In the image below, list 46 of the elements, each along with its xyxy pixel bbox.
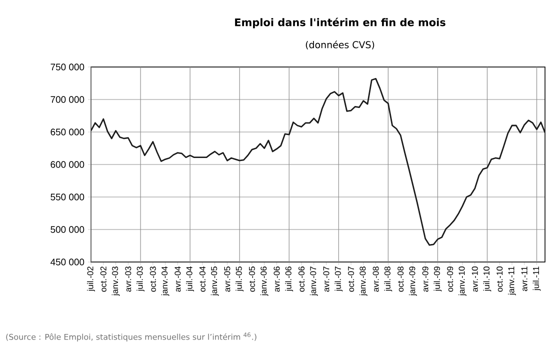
x-tick-label: janv.-11 bbox=[508, 266, 516, 296]
x-tick-label: juil.-11 bbox=[532, 266, 541, 291]
x-tick-label: juil.-10 bbox=[483, 266, 492, 292]
y-tick-label: 700 000 bbox=[50, 96, 84, 103]
x-tick-label: janv.-08 bbox=[359, 266, 368, 296]
x-tick-label: avr.-07 bbox=[323, 266, 330, 292]
x-tick-label: janv.-05 bbox=[210, 266, 219, 296]
x-tick-label: avr.-10 bbox=[472, 266, 478, 292]
x-tick-label: juil.-02 bbox=[87, 266, 95, 292]
y-tick-label: 750 000 bbox=[50, 64, 84, 70]
x-tick-label: juil.-06 bbox=[285, 266, 294, 292]
x-tick-label: janv.-03 bbox=[112, 266, 120, 296]
y-tick-label: 550 000 bbox=[50, 194, 84, 200]
x-tick-label: juil.-04 bbox=[186, 266, 194, 292]
x-tick-label: juil.-07 bbox=[334, 266, 343, 292]
x-tick-label: avr.-06 bbox=[274, 266, 280, 292]
y-tick-label: 600 000 bbox=[50, 161, 84, 168]
x-tick-label: oct.-05 bbox=[248, 266, 255, 292]
x-tick-label: oct.-10 bbox=[496, 266, 503, 292]
x-tick-label: janv.-04 bbox=[161, 266, 170, 296]
x-tick-label: avr.-04 bbox=[174, 266, 181, 292]
x-tick-label: janv.-06 bbox=[260, 266, 268, 296]
x-tick-label: oct.-07 bbox=[348, 266, 354, 292]
x-tick-label: avr.-08 bbox=[372, 266, 379, 292]
y-tick-label: 650 000 bbox=[50, 128, 84, 136]
x-tick-label: juil.-03 bbox=[136, 266, 144, 292]
x-tick-label: janv.-09 bbox=[408, 266, 417, 296]
x-tick-label: avr.-05 bbox=[224, 266, 230, 292]
x-tick-label: oct.-09 bbox=[447, 266, 454, 292]
x-tick-label: avr.-09 bbox=[422, 266, 428, 292]
chart-title: Emploi dans l'intérim en fin de mois bbox=[235, 18, 446, 28]
x-tick-label: oct.-03 bbox=[150, 266, 156, 292]
x-tick-label: oct.-06 bbox=[298, 266, 304, 292]
x-tick-label: oct.-08 bbox=[398, 266, 404, 292]
x-tick-label: janv.-10 bbox=[458, 266, 466, 296]
x-tick-label: juil.-05 bbox=[236, 266, 244, 292]
x-tick-label: juil.-09 bbox=[434, 266, 442, 292]
y-tick-label: 450 000 bbox=[50, 258, 84, 266]
chart-subtitle: (données CVS) bbox=[306, 40, 374, 50]
y-tick-label: 500 000 bbox=[50, 226, 84, 233]
x-tick-label: avr.-03 bbox=[125, 266, 132, 292]
x-tick-label: oct.-04 bbox=[199, 266, 206, 292]
x-tick-label: juil.-08 bbox=[384, 266, 392, 292]
x-tick-label: oct.-02 bbox=[100, 266, 106, 292]
x-tick-label: avr.-11 bbox=[521, 266, 528, 292]
x-tick-label: janv.-07 bbox=[310, 266, 318, 296]
